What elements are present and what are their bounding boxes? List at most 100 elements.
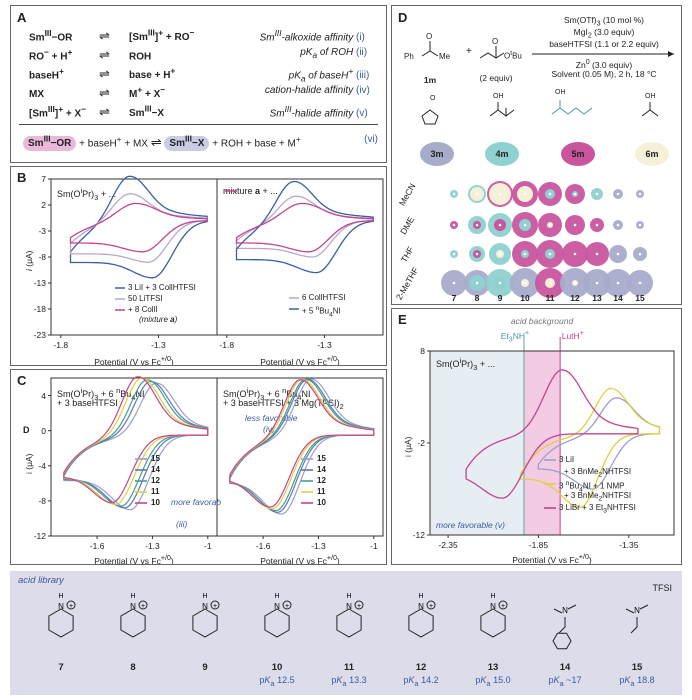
y-tick-label: -2 [417,438,425,448]
acid-pka: pKa 15.0 [475,675,511,688]
y-tick-label: -12 [34,531,46,541]
acid-pka: pKa 13.3 [331,675,367,688]
svg-text:H: H [274,593,279,600]
bubble-center [523,223,527,227]
svg-text:+: + [357,603,361,610]
product-label-6m: 6m [645,149,658,159]
y-tick-label: -12 [413,530,425,540]
acid-structure-icon: N [625,604,649,634]
product-bubble-3m [420,142,454,166]
acid-number: 15 [631,662,643,673]
reagent-label: 1m [424,75,436,85]
acid-background-luth: LutH+ [562,329,584,341]
cv-trace-right [235,180,374,274]
svg-text:N: N [634,606,640,615]
plot-title-left: Sm(OiPr)3 + ... [57,186,116,202]
acid-structure-icon: N [552,604,577,650]
cv-trace-10 [63,376,209,504]
panel-c: C 4 0 -4 -8 -12 -1.6 -1.6 -1.3 -1.3 -1 -1 Potential… [10,369,387,565]
legend-label: 6 CollHTFSI [302,293,346,302]
legend-label: 3 LiI [559,455,574,464]
y-tick-label: -3 [38,226,46,236]
acid-10: N H +10 pKa 12.5 [244,581,310,691]
plot-title-left-2: + 3 baseHTFSI [57,398,118,408]
product-skeleton [489,102,515,117]
product-label-5m: 5m [571,149,584,159]
bubble-center [523,192,527,196]
cv-trace-3 [465,369,639,499]
bubble-center [573,223,577,227]
bubble-center [548,281,552,285]
acid-11: N H +11 pKa 13.3 [316,581,382,691]
acid-pka: pKa 14.2 [403,675,439,688]
acid-number: 10 [271,662,283,673]
acid-number: 13 [487,662,499,673]
cv-trace-10 [229,379,375,508]
cv-trace-right [235,202,374,253]
legend-label: 10 [317,498,326,507]
panel-d: D Sm(OTf)3 (10 mol %) MgI2 (3.0 equiv) bas… [391,5,682,305]
y-tick-label: 4 [41,391,46,401]
plot-title-right: Sm(OiPr)3 + 6 nBu4NI [223,386,310,402]
y-tick-label: -8 [38,252,46,262]
condition-2: MgI2 (3.0 equiv) [574,27,635,40]
acetophenone-structure [421,41,439,57]
x-category-label: 15 [635,293,644,303]
y-axis-label: i (μA) [403,437,413,457]
bubble-center [595,223,599,227]
acid-pka: pKa 12.5 [259,675,295,688]
y-tick-label: -18 [34,304,46,314]
equiv-label: (2 equiv) [479,73,512,83]
y-tick-label: -23 [34,330,46,340]
acid-background-et3nh: Et3NH+ [501,329,529,344]
bubble-center [523,281,527,285]
equilibrium-description: cation-halide affinity (iv) [264,85,370,96]
panel-e-label: E [398,312,407,327]
svg-text:H: H [202,593,207,600]
panel-b: B 7 2 -3 -8 -13 -18 -23 -1.8 -1.3 -1.8 -1.3 Potenti… [10,166,387,366]
x-tick-label: -2.35 [438,540,457,550]
legend-label: 11 [151,487,159,496]
atom-label: O [492,37,498,46]
y-tick-label: -13 [34,278,46,288]
bubble-center [595,281,599,285]
cv-trace--8-colli-mixture-a- [69,202,208,253]
x-category-label: 14 [613,293,622,303]
bubble-center [498,252,502,256]
x-category-label: 10 [520,293,529,303]
panel-a: A SmIII−OR ⇌ [SmIII]+ + RO− SmIII-alkoxide … [10,5,387,163]
legend-label: 50 LiTFSI [128,294,163,303]
legend-label: 10 [151,498,160,507]
svg-text:H: H [58,593,63,600]
svg-text:+: + [501,603,505,610]
bubble-center [616,223,620,227]
legend-label: 12 [317,476,326,485]
panel-d-label: D [398,10,408,25]
annotation-more-favorable: more favorable (v) [436,520,505,530]
annotation-more-number: (iii) [176,519,187,529]
bubble-center [616,281,620,285]
svg-text:+: + [213,603,217,610]
atom-label: OtBu [504,50,522,61]
plot-title-right-2: + 3 baseHTFSI + 3 Mg(TFSI)2 [223,398,344,411]
bubble-center [638,252,642,256]
product-label-4m: 4m [495,149,508,159]
equilibrium-description: pKa of baseH+ (iii) [288,66,370,84]
condition-1: Sm(OTf)3 (10 mol %) [564,15,644,28]
overall-equilibrium: SmIII−OR + baseH+ + MX ⇌ SmIII−X + ROH +… [23,134,301,152]
plot-frame-right [216,178,384,336]
condition-5: Solvent (0.05 M), 2 h, 18 °C [552,69,657,79]
plot-title: Sm(OiPr)3 + ... [436,356,495,372]
equilibrium-row: [SmIII]+ + X− ⇌ SmIII−X [29,104,165,120]
x-axis-label: Potential (V vs Fc+/0) [260,355,340,365]
svg-text:H: H [346,593,351,600]
legend-label: 14 [151,465,160,474]
bubble-center [475,192,479,196]
product-bubble-6m [635,142,669,166]
bubble-center [452,252,456,256]
panel-b-plot: 7 2 -3 -8 -13 -18 -23 -1.8 -1.3 -1.8 -1.3 Potential… [24,174,384,365]
plot-title-right: mixture a + ... [223,186,278,196]
atom-label: OH [555,89,566,96]
panel-d-plot: Sm(OTf)3 (10 mol %)MgI2 (3.0 equiv)baseH… [394,15,674,303]
acid-library-title: acid library [18,575,64,586]
